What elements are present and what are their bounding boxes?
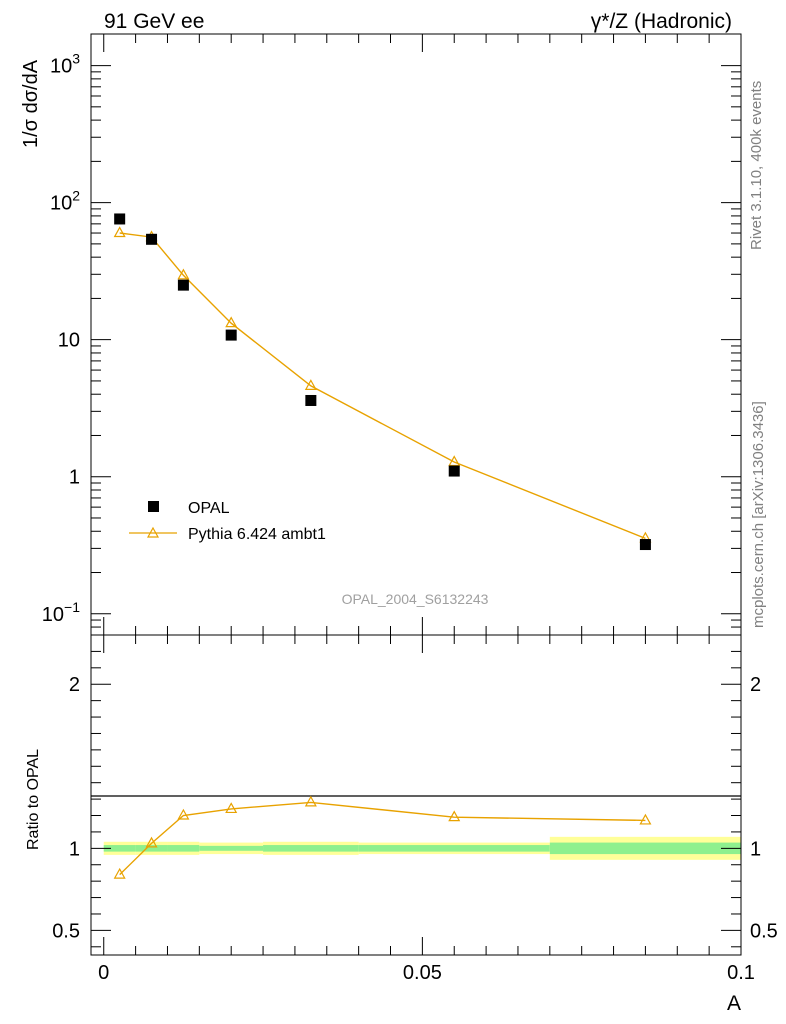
uncertainty-band-inner	[167, 845, 200, 852]
ratio-y-tick-label: 1	[69, 838, 80, 860]
opal-point	[639, 539, 651, 551]
pythia-point	[448, 455, 461, 467]
opal-point	[114, 213, 126, 225]
ratio-point	[304, 795, 317, 807]
ratio-point	[225, 802, 238, 814]
opal-point	[177, 279, 189, 291]
ratio-point	[448, 810, 461, 822]
y-tick-exponent: 2	[72, 188, 80, 204]
opal-point	[305, 394, 317, 406]
y-tick-exponent: −1	[64, 599, 80, 615]
watermark-label: OPAL_2004_S6132243	[342, 591, 489, 607]
uncertainty-band-inner	[199, 845, 264, 851]
legend-label-pythia: Pythia 6.424 ambt1	[188, 526, 326, 543]
ratio-y-tick-label-right: 1	[750, 838, 761, 860]
chart-title-right: γ*/Z (Hadronic)	[591, 10, 732, 33]
x-axis-label: A	[727, 992, 741, 1015]
ratio-plot-frame	[90, 634, 742, 956]
legend-label-opal: OPAL	[188, 500, 230, 517]
pythia-point	[177, 268, 190, 280]
x-tick-label: 0	[98, 962, 109, 984]
y-tick-label: 10	[58, 330, 80, 352]
pythia-point	[113, 226, 126, 238]
mcplots-reference-label: mcplots.cern.ch [arXiv:1306.3436]	[750, 401, 767, 628]
ratio-y-tick-label-right: 0.5	[750, 920, 778, 942]
ratio-point	[145, 836, 158, 848]
ratio-series-line	[119, 801, 646, 876]
x-tick-label: 0.05	[403, 962, 442, 984]
opal-point	[146, 233, 158, 245]
ratio-point	[177, 808, 190, 820]
opal-point	[448, 465, 460, 477]
ratio-y-tick-label-right: 2	[750, 674, 761, 696]
pythia-point	[304, 379, 317, 390]
legend-marker-pythia	[146, 526, 160, 538]
ratio-y-tick-label: 0.5	[52, 920, 80, 942]
chart-title-left: 91 GeV ee	[104, 10, 204, 33]
pythia-point	[225, 316, 238, 328]
uncertainty-band-inner	[263, 845, 359, 852]
opal-point	[225, 329, 237, 341]
uncertainty-band-inner	[103, 845, 136, 852]
main-y-axis-label: 1/σ dσ/dA	[20, 59, 42, 148]
y-tick-exponent: 3	[72, 51, 80, 67]
ratio-point	[639, 813, 652, 825]
uncertainty-band-inner	[135, 845, 168, 852]
ratio-y-axis-label: Ratio to OPAL	[25, 749, 42, 850]
uncertainty-band-inner	[549, 842, 741, 855]
rivet-version-label: Rivet 3.1.10, 400k events	[748, 81, 765, 250]
legend-marker-opal	[148, 501, 159, 512]
ratio-y-tick-label: 2	[69, 674, 80, 696]
legend: OPAL Pythia 6.424 ambt1	[129, 500, 326, 543]
ratio-panel: 0.5 0.5 1 1 2 2 0 0.05 0.1 Ratio to OPAL A	[25, 634, 778, 1015]
y-tick-label: 102	[50, 188, 80, 215]
x-tick-label: 0.1	[727, 962, 755, 984]
ratio-point	[113, 867, 126, 879]
y-tick-label: 1	[69, 467, 80, 489]
uncertainty-band-inner	[358, 845, 550, 852]
